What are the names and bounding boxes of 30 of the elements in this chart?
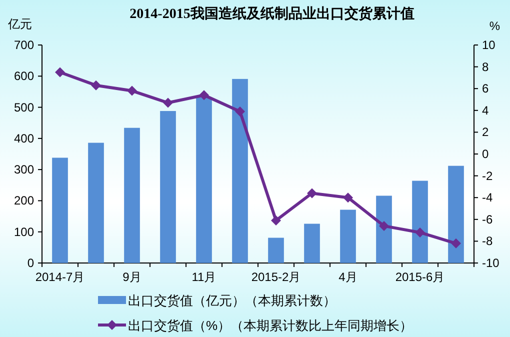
x-tick-label: 2015-6月	[395, 270, 445, 284]
y2-tick-label: -6	[482, 212, 493, 226]
x-tick-label: 11月	[192, 270, 216, 284]
y2-tick-label: -8	[482, 234, 493, 248]
y2-tick-label: 8	[482, 60, 489, 74]
x-tick-label: 2014-7月	[35, 270, 85, 284]
x-tick-label: 4月	[338, 270, 358, 284]
legend-label: 出口交货值（亿元）（本期累计数）	[128, 293, 336, 308]
x-tick-label: 9月	[122, 270, 142, 284]
y2-tick-label: 0	[482, 147, 489, 161]
y2-tick-label: -2	[482, 168, 493, 183]
y2-tick-label: 4	[482, 103, 489, 118]
y-tick-label: 700	[14, 38, 34, 52]
y-axis-title: 亿元	[7, 17, 32, 31]
y2-tick-label: 10	[482, 38, 496, 52]
y-tick-label: 100	[14, 224, 34, 239]
y-tick-label: 500	[14, 100, 34, 114]
legend-label: 出口交货值（%）（本期累计数比上年同期增长）	[128, 318, 413, 333]
y-tick-label: 400	[14, 131, 34, 146]
y2-tick-label: -10	[482, 256, 500, 270]
y2-axis-title: %	[489, 19, 500, 33]
chart-title: 2014-2015我国造纸及纸制品业出口交货累计值	[130, 5, 414, 22]
x-tick-label: 2015-2月	[251, 270, 301, 284]
y-tick-label: 300	[14, 162, 34, 177]
y2-tick-label: 6	[482, 82, 489, 96]
y-tick-label: 600	[14, 69, 34, 84]
y-tick-label: 200	[14, 194, 34, 208]
y-tick-label: 0	[27, 256, 34, 270]
y2-tick-label: 2	[482, 125, 489, 140]
y2-tick-label: -4	[482, 190, 493, 205]
